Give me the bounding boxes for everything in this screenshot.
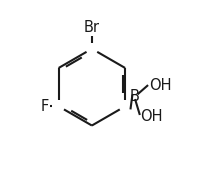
Text: OH: OH <box>141 109 163 124</box>
Text: F: F <box>41 99 49 114</box>
Text: Br: Br <box>84 20 100 35</box>
Text: B: B <box>130 89 140 104</box>
Text: OH: OH <box>149 78 171 93</box>
